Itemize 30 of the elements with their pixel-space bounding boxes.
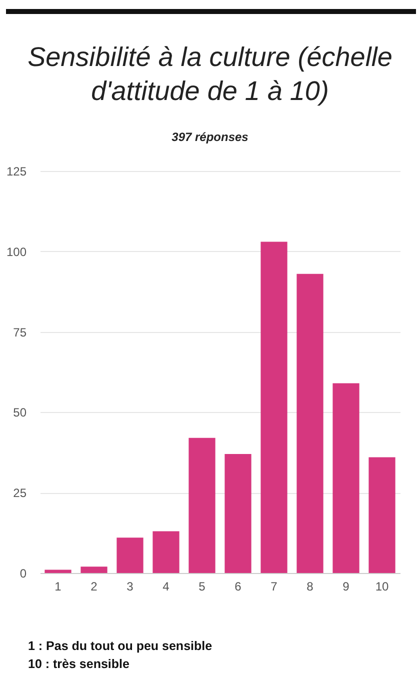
- x-tick-label: 6: [234, 580, 242, 594]
- bar: [188, 438, 216, 573]
- y-tick-label: 125: [6, 164, 27, 178]
- bar: [152, 531, 180, 573]
- y-tick-label: 25: [13, 486, 27, 500]
- bar: [296, 274, 324, 573]
- bar: [332, 383, 360, 573]
- chart-title: Sensibilité à la culture (échelle d'attitude de 1 à 10): [26, 41, 394, 108]
- bar: [224, 454, 252, 573]
- y-tick-label: 0: [20, 566, 27, 580]
- chart-subtitle: 397 réponses: [170, 130, 250, 144]
- bar: [44, 570, 72, 573]
- x-tick-label: 8: [306, 580, 314, 594]
- bar: [80, 566, 108, 573]
- bar: [116, 538, 144, 573]
- x-tick-label: 4: [162, 580, 170, 594]
- text: 10 : très sensible: [28, 656, 130, 673]
- x-tick-label: 10: [375, 580, 389, 594]
- bar: [260, 242, 288, 573]
- x-tick-label: 7: [270, 580, 278, 594]
- y-tick-label: 75: [13, 325, 27, 340]
- x-tick-label: 9: [342, 580, 350, 594]
- x-tick-label: 5: [198, 580, 206, 594]
- x-tick-label: 2: [90, 580, 98, 594]
- y-tick-label: 100: [6, 244, 27, 259]
- y-tick-label: 50: [13, 406, 27, 420]
- bar: [368, 457, 396, 573]
- text: 1 : Pas du tout ou peu sensible: [28, 638, 212, 655]
- x-tick-label: 3: [126, 580, 134, 594]
- x-tick-label: 1: [54, 580, 62, 594]
